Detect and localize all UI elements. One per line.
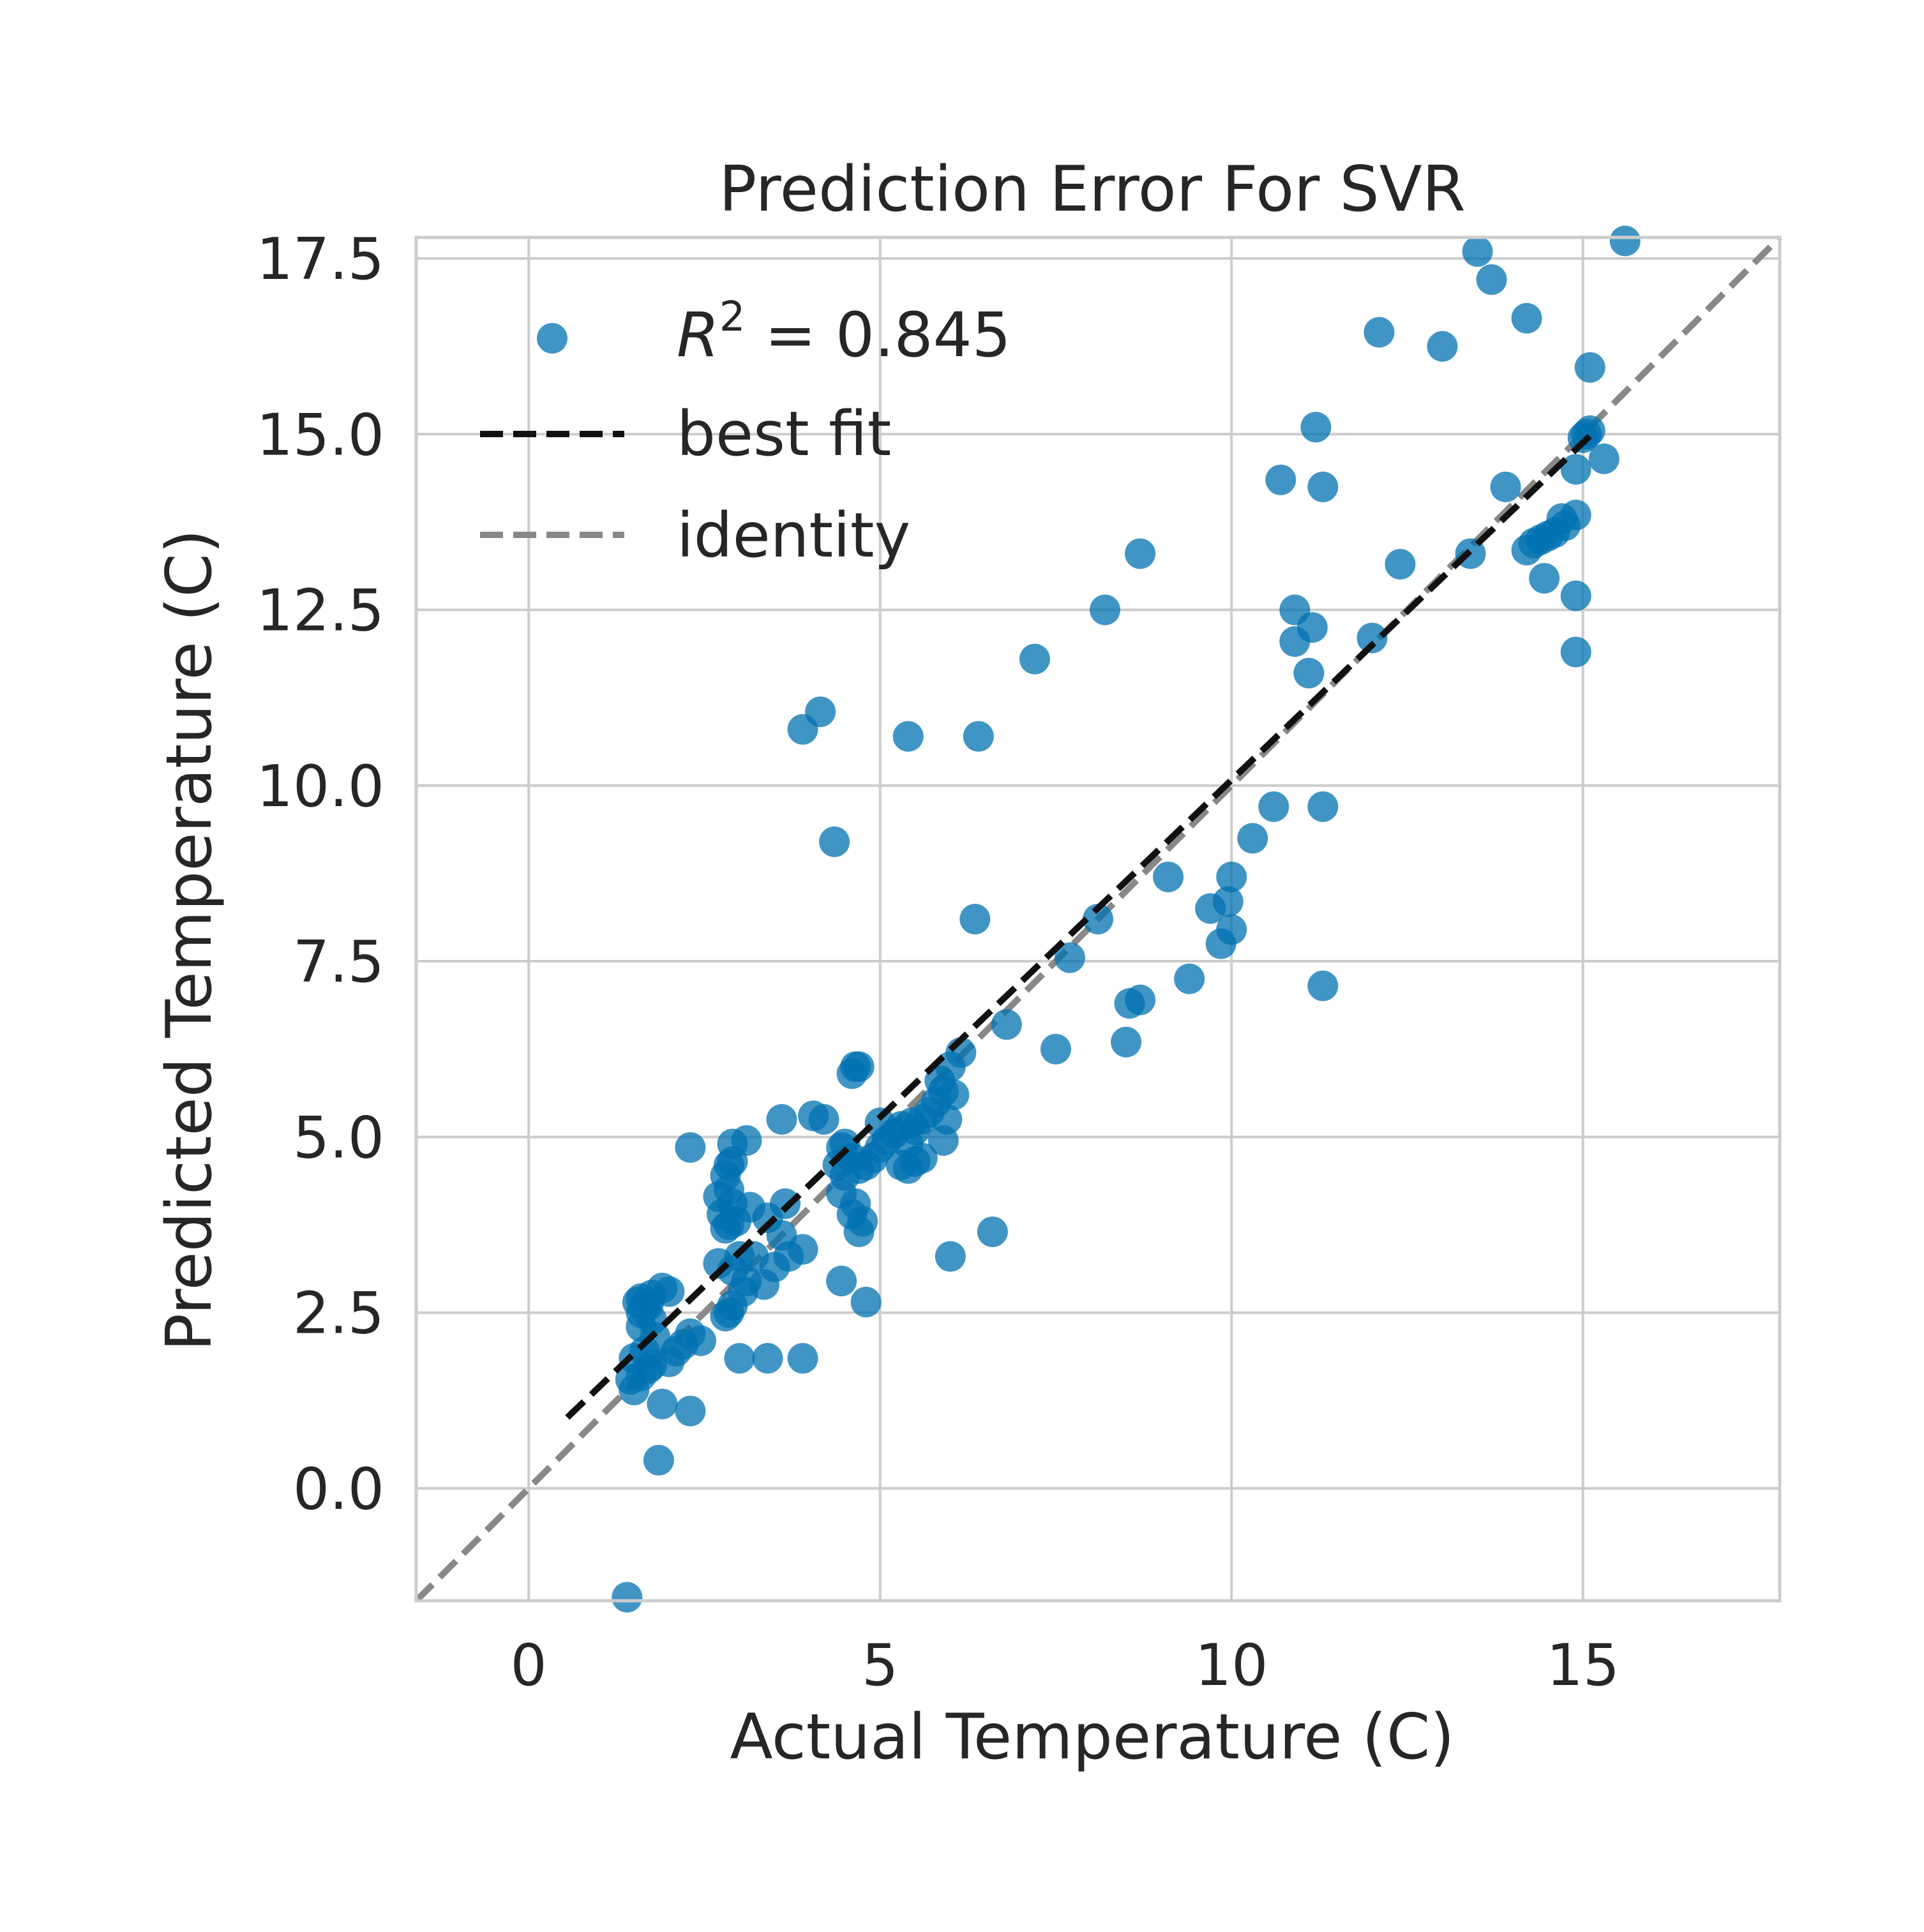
scatter-point: [1258, 791, 1289, 822]
scatter-point: [1574, 352, 1605, 383]
scatter-points: [565, 225, 1641, 1613]
scatter-point: [963, 721, 994, 752]
scatter-point: [1357, 622, 1388, 654]
x-tick-label: 5: [862, 1632, 898, 1699]
scatter-point: [819, 826, 850, 857]
scatter-point: [1560, 499, 1591, 530]
scatter-point: [1560, 636, 1591, 668]
scatter-point: [1462, 236, 1493, 267]
scatter-point: [959, 904, 991, 934]
scatter-point: [1476, 264, 1507, 296]
x-tick-label: 0: [511, 1632, 547, 1699]
scatter-point: [1090, 594, 1121, 625]
scatter-point: [1212, 886, 1244, 917]
scatter-point: [1588, 443, 1620, 474]
y-tick-label: 15.0: [257, 401, 384, 468]
scatter-point: [1560, 580, 1591, 611]
scatter-point: [991, 1009, 1022, 1040]
legend-marker-points: [537, 323, 567, 354]
x-tick-label: 10: [1195, 1632, 1268, 1699]
scatter-point: [1574, 415, 1605, 446]
scatter-point: [675, 1395, 706, 1427]
legend-label-best-fit: best fit: [677, 398, 891, 470]
scatter-point: [1511, 303, 1542, 334]
scatter-point: [643, 1444, 674, 1476]
scatter-point: [1490, 471, 1521, 502]
y-tick-label: 7.5: [293, 929, 384, 996]
y-tick-label: 2.5: [293, 1280, 384, 1347]
y-tick-label: 10.0: [257, 753, 384, 820]
scatter-point: [1083, 904, 1113, 934]
y-tick-label: 12.5: [257, 578, 384, 645]
scatter-point: [612, 1582, 643, 1613]
best-fit-line: [565, 433, 1593, 1420]
scatter-point: [1019, 643, 1050, 675]
scatter-point: [1385, 548, 1416, 580]
scatter-point: [1174, 963, 1205, 994]
x-tick-label: 15: [1546, 1632, 1620, 1699]
scatter-point: [1265, 464, 1296, 495]
chart-title: Prediction Error For SVR: [719, 153, 1466, 226]
y-tick-label: 0.0: [293, 1456, 384, 1523]
scatter-point: [805, 696, 836, 728]
scatter-point: [1609, 225, 1641, 257]
scatter-point: [766, 1104, 797, 1135]
scatter-point: [892, 721, 924, 752]
scatter-point: [1125, 538, 1156, 569]
scatter-point: [1296, 612, 1328, 643]
scatter-point: [1293, 657, 1325, 689]
scatter-point: [843, 1051, 875, 1082]
scatter-point: [1529, 563, 1560, 594]
legend-score-symbol: R: [677, 299, 719, 371]
scatter-point: [647, 1388, 678, 1419]
scatter-point: [752, 1343, 783, 1374]
scatter-point: [808, 1104, 839, 1135]
x-axis-label: Actual Temperature (C): [730, 1701, 1455, 1774]
legend-label-score: R2 = 0.845: [677, 294, 1011, 371]
legend-score-text: = 0.845: [745, 299, 1011, 371]
plot-frame: [414, 236, 1782, 1603]
y-axis-label: Predicted Temperature (C): [153, 529, 226, 1351]
scatter-point: [850, 1287, 882, 1318]
scatter-point: [731, 1125, 762, 1156]
scatter-point: [1153, 861, 1184, 892]
scatter-point: [1040, 1033, 1071, 1065]
scatter-point: [977, 1216, 1008, 1247]
scatter-point: [1054, 942, 1085, 973]
scatter-point: [1216, 914, 1247, 945]
scatter-point: [1364, 317, 1395, 348]
scatter-point: [935, 1241, 966, 1272]
scatter-point: [675, 1132, 706, 1163]
scatter-point: [1300, 412, 1332, 443]
legend-score-exponent: 2: [719, 294, 746, 341]
legend: R2 = 0.845 best fit identity: [480, 294, 1011, 571]
y-tick-label: 17.5: [257, 226, 384, 293]
scatter-point: [633, 1290, 664, 1321]
scatter-point: [1560, 454, 1591, 485]
scatter-point: [787, 1343, 818, 1374]
scatter-point: [1307, 471, 1339, 502]
scatter-point: [1307, 970, 1339, 1001]
scatter-point: [1307, 791, 1339, 822]
scatter-point: [1111, 1026, 1142, 1058]
scatter-point: [1427, 331, 1458, 362]
scatter-point: [1237, 823, 1268, 854]
tick-labels: 0 5 10 15 0.0 2.5 5.0 7.5 10.0 12.5 15.0 17.5: [257, 226, 1620, 1699]
scatter-point: [826, 1266, 857, 1297]
scatter-point: [766, 1220, 797, 1251]
scatter-point: [928, 1125, 959, 1156]
scatter-point: [685, 1325, 716, 1356]
scatter-point: [1125, 984, 1156, 1015]
scatter-point: [1216, 861, 1247, 892]
scatter-point: [770, 1188, 801, 1219]
y-tick-label: 5.0: [293, 1104, 384, 1171]
scatter-point: [724, 1343, 755, 1374]
scatter-point: [836, 1199, 868, 1230]
scatter-point: [885, 1149, 917, 1181]
legend-label-identity: identity: [677, 500, 910, 571]
